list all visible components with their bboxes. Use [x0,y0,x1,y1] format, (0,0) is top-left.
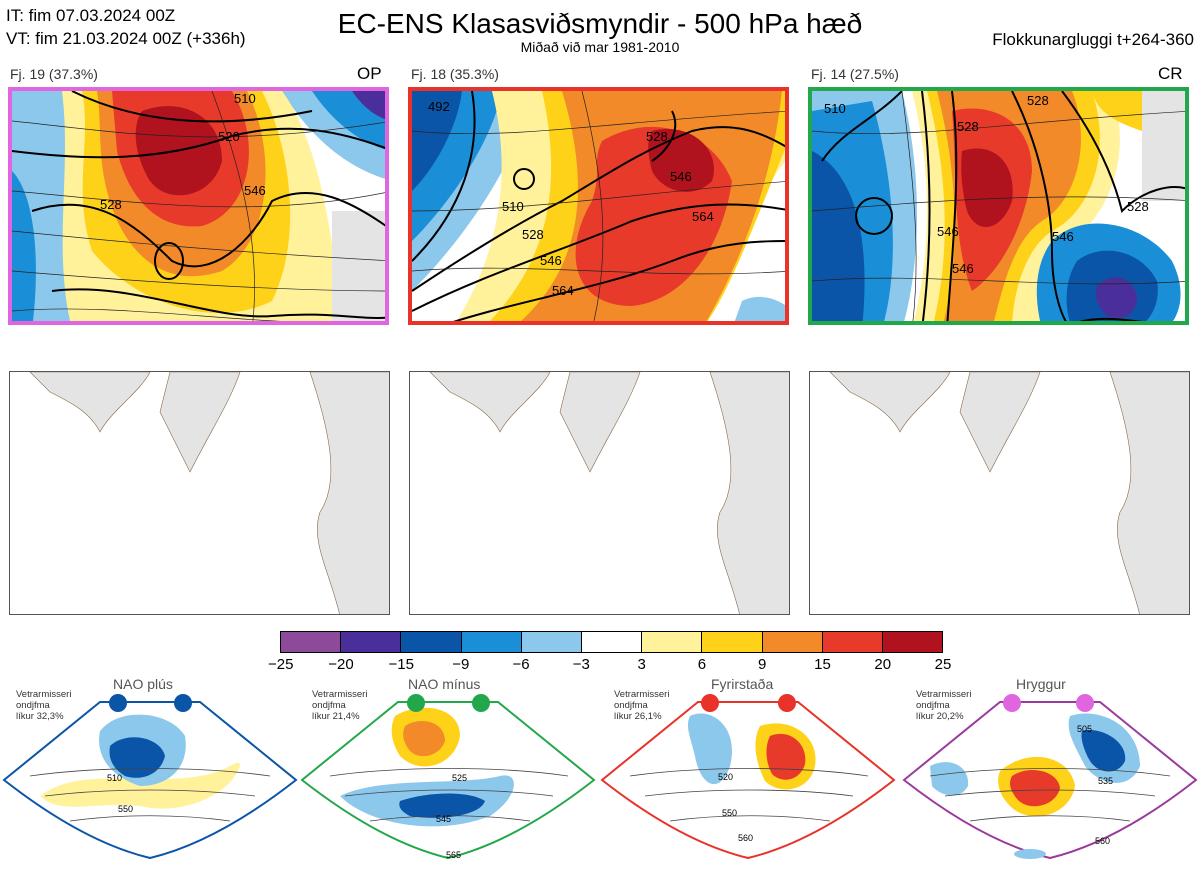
cluster-3-contour-label: 528 [957,119,979,134]
colorbar-tick-label: −25 [268,656,294,673]
colorbar-tick-label: 20 [874,656,892,673]
regime-2-contour: 525 [452,773,467,783]
colorbar-tick-label: −20 [328,656,354,673]
cluster-2-map: 492 528 510 528 546 546 564 564 [408,87,789,325]
cluster-2-label: Fj. 18 (35.3%) [411,66,499,82]
cluster-3-contour-label: 546 [937,224,959,239]
empty-map-3 [809,371,1190,615]
regime-panels: 510 550 525 545 565 520 550 560 [2,694,1198,860]
cluster-3-contour-label: 546 [952,261,974,276]
regime-3-caption: Vetrarmisseri ondjfma líkur 26,1% [614,689,670,722]
colorbar-tick-label: 3 [637,656,646,673]
cluster-1-map: 510 520 528 546 546 554 [8,87,389,325]
cluster-2-contour-label: 492 [428,99,450,114]
colorbar-segment [821,632,882,652]
regime-4-name: Hryggur [1016,676,1066,692]
colorbar-tick-label: 15 [814,656,831,673]
regime-1-contour: 550 [118,804,133,814]
valid-time: VT: fim 21.03.2024 00Z (+336h) [6,29,246,48]
colorbar-segment [881,632,943,652]
regime-ridge: 505 535 560 [902,694,1198,860]
colorbar-ticks: −25 −20 −15 −9 −6 −3 3 6 9 15 20 25 [268,656,953,676]
cluster-3-contour-label: 510 [824,101,846,116]
colorbar [280,631,943,653]
regime-nao-plus: 510 550 [2,694,298,860]
cluster-1-tag: OP [357,64,382,83]
colorbar-tick-label: −3 [572,656,590,673]
cluster-3-tag: CR [1158,64,1183,83]
cluster-3-map: 510 528 546 528 528 546 546 564 [808,87,1189,325]
colorbar-tick-label: 6 [697,656,707,673]
cluster-3-contour-label: 546 [1052,229,1074,244]
page-subtitle: Miðað við mar 1981-2010 [520,39,680,55]
colorbar-segment [520,632,581,652]
cluster-1-label: Fj. 19 (37.3%) [10,66,98,82]
regime-3-name: Fyrirstaða [711,676,774,692]
classification-window: Flokkunargluggi t+264-360 [992,30,1194,49]
empty-map-1 [9,371,390,615]
header-left: IT: fim 07.03.2024 00Z VT: fim 21.03.202… [6,4,246,50]
regime-nao-minus: 525 545 565 [300,694,596,860]
colorbar-segment [460,632,521,652]
regime-1-name: NAO plús [113,676,173,692]
regime-1-caption: Vetrarmisseri ondjfma líkur 32,3% [16,689,72,722]
cluster-1-contour-label: 510 [234,91,256,106]
colorbar-tick-label: −6 [512,656,530,673]
cluster-3-contour-label: 528 [1027,93,1049,108]
cluster-2-contour-label: 510 [502,199,524,214]
page-title: EC-ENS Klasasviðsmyndir - 500 hPa hæð [337,8,863,39]
cluster-2-contour-label: 546 [540,253,562,268]
cluster-2-contour-label: 528 [646,129,668,144]
regime-blocking: 520 550 560 [600,694,896,860]
colorbar-tick-label: −9 [452,656,470,673]
cluster-1-contour-label: 520 [218,129,240,144]
colorbar-segment [641,632,702,652]
regime-3-contour: 550 [722,808,737,818]
cluster-3-label: Fj. 14 (27.5%) [811,66,899,82]
regime-3-contour: 520 [718,772,733,782]
colorbar-tick-label: −15 [388,656,414,673]
regime-4-caption: Vetrarmisseri ondjfma líkur 20,2% [916,689,972,722]
regime-2-caption: Vetrarmisseri ondjfma líkur 21,4% [312,689,368,722]
cluster-1-contour-label: 546 [244,183,266,198]
colorbar-segment [761,632,822,652]
cluster-1-anomaly-field: 510 520 528 546 546 554 [12,91,385,325]
colorbar-segment [400,632,461,652]
regime-2-name: NAO mínus [408,676,481,692]
regime-3-contour: 560 [738,833,753,843]
regime-4-contour: 560 [1095,836,1110,846]
colorbar-segment [580,632,642,652]
cluster-2-anomaly-field: 492 528 510 528 546 546 564 564 [412,91,785,321]
colorbar-segment [340,632,401,652]
cluster-3-anomaly-field: 510 528 546 528 528 546 546 564 [812,91,1185,321]
cluster-3-contour-label: 528 [1127,199,1149,214]
regime-4-contour: 505 [1077,724,1092,734]
empty-map-2 [409,371,790,615]
colorbar-tick-label: 9 [758,656,767,673]
regime-4-contour: 535 [1098,776,1113,786]
colorbar-segment [701,632,762,652]
cluster-2-contour-label: 564 [552,283,574,298]
regime-1-contour: 510 [107,773,122,783]
colorbar-tick-label: 25 [934,656,952,673]
init-time: IT: fim 07.03.2024 00Z [6,6,176,25]
colorbar-segment [281,632,341,652]
cluster-2-contour-label: 564 [692,209,714,224]
cluster-1-contour-label: 528 [100,197,122,212]
cluster-2-contour-label: 528 [522,227,544,242]
regime-2-contour: 545 [436,814,451,824]
cluster-1-contour-label: 554 [244,319,266,325]
cluster-2-contour-label: 546 [670,169,692,184]
regime-2-contour: 565 [446,850,461,860]
